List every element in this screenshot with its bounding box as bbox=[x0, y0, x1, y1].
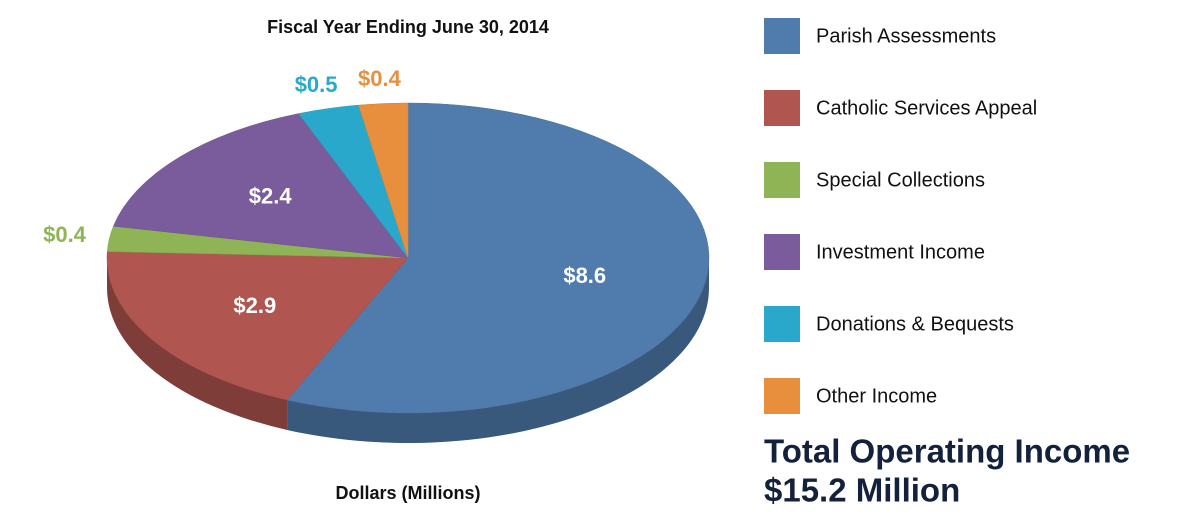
legend-swatch bbox=[764, 18, 800, 54]
legend-swatch bbox=[764, 234, 800, 270]
total-label: Total Operating Income bbox=[764, 433, 1130, 470]
total-value: $15.2 Million bbox=[764, 472, 960, 509]
slice-side bbox=[287, 258, 709, 443]
data-label: $0.4 bbox=[43, 222, 87, 247]
slice bbox=[358, 102, 409, 259]
legend-swatch bbox=[764, 162, 800, 198]
legend-label: Catholic Services Appeal bbox=[816, 97, 1037, 119]
slice bbox=[286, 102, 710, 414]
data-label: $2.9 bbox=[233, 293, 276, 318]
slice bbox=[113, 113, 409, 259]
legend-swatch bbox=[764, 378, 800, 414]
data-label: $0.5 bbox=[295, 72, 338, 97]
legend-swatch bbox=[764, 306, 800, 342]
legend-label: Investment Income bbox=[816, 241, 985, 263]
data-label: $0.4 bbox=[358, 66, 402, 91]
legend-label: Special Collections bbox=[816, 169, 985, 191]
legend-label: Parish Assessments bbox=[816, 25, 996, 47]
legend-label: Other Income bbox=[816, 385, 937, 407]
chart-subtitle: Dollars (Millions) bbox=[335, 483, 480, 503]
legend-swatch bbox=[764, 90, 800, 126]
data-label: $2.4 bbox=[249, 184, 293, 209]
slice-side bbox=[106, 258, 288, 430]
legend-label: Donations & Bequests bbox=[816, 313, 1014, 335]
data-label: $8.6 bbox=[563, 263, 606, 288]
chart-title: Fiscal Year Ending June 30, 2014 bbox=[267, 17, 549, 37]
slice bbox=[106, 251, 409, 401]
